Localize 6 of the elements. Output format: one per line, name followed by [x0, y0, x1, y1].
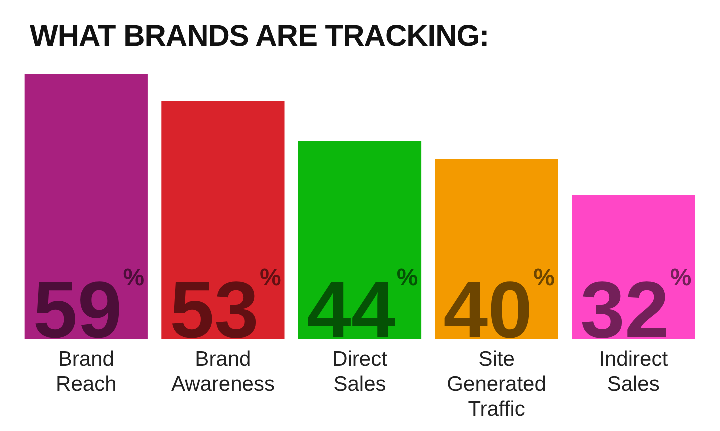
bar [162, 100, 285, 340]
x-tick-label: Brand Reach [56, 348, 117, 396]
bar [24, 74, 148, 340]
x-tick-label: Indirect Sales [599, 348, 668, 396]
chart-title: WHAT BRANDS ARE TRACKING: [30, 20, 490, 54]
x-tick-label: Brand Awareness [171, 348, 275, 396]
